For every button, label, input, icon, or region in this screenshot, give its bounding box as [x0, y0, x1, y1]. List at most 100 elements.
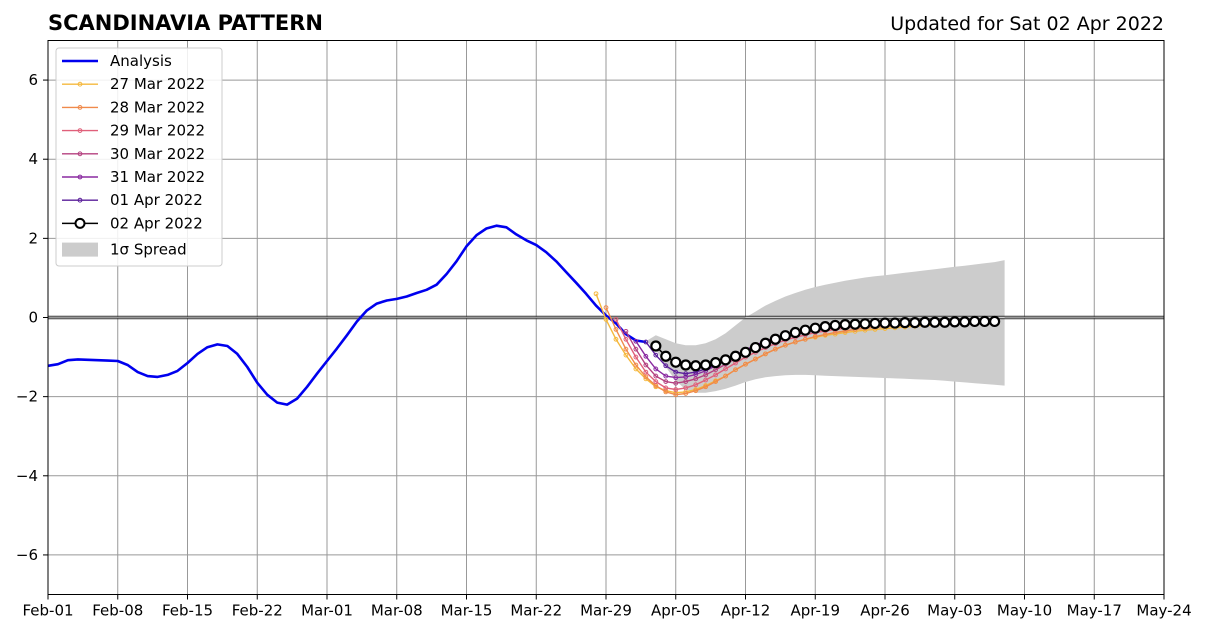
forecast-point [673, 380, 679, 386]
current-forecast-point [819, 321, 831, 333]
current-forecast-point [759, 337, 772, 349]
legend-marker-forecast [77, 105, 83, 110]
forecast-point [643, 374, 649, 380]
legend-label-current: 02 Apr 2022 [110, 214, 203, 232]
x-tick-label: Apr-05 [651, 602, 701, 620]
x-tick-label: Apr-19 [791, 602, 841, 620]
current-forecast-point [879, 317, 891, 329]
analysis-line [47, 224, 647, 406]
legend-marker-current [74, 217, 86, 229]
x-tick-label: May-24 [1136, 602, 1191, 620]
forecast-point [683, 379, 689, 385]
forecast-point [703, 384, 709, 390]
legend-box [55, 47, 223, 267]
forecast-point [653, 352, 659, 358]
forecast-point [643, 353, 649, 359]
current-forecast-point [949, 316, 961, 328]
legend-marker-forecast [77, 81, 83, 87]
forecast-point [643, 339, 649, 345]
y-tick-label: −6 [16, 546, 38, 564]
forecast-point [593, 291, 599, 297]
current-forecast-point [729, 350, 742, 362]
chart-title: SCANDINAVIA PATTERN [48, 11, 323, 35]
current-forecast-point [670, 356, 682, 368]
forecast-point [633, 346, 639, 352]
y-tick-label: −2 [16, 388, 38, 406]
current-forecast-point [710, 357, 722, 369]
forecast-point [703, 377, 709, 383]
forecast-point [753, 356, 758, 362]
forecast-point [743, 361, 748, 367]
current-forecast-point [919, 316, 931, 328]
forecast-point [633, 338, 639, 344]
current-forecast-point [939, 316, 951, 328]
current-forecast-point [909, 317, 921, 329]
forecast-point [663, 385, 669, 391]
y-tick-label: 2 [28, 229, 38, 247]
legend-label-forecast: 28 Mar 2022 [110, 98, 205, 116]
x-tick-label: May-03 [927, 602, 982, 620]
forecast-line [605, 307, 935, 396]
legend-marker-forecast [77, 174, 83, 180]
y-tick-label: 0 [28, 309, 38, 327]
current-forecast-point [749, 341, 762, 354]
forecast-point [792, 339, 798, 345]
chart-subtitle: Updated for Sat 02 Apr 2022 [890, 13, 1164, 35]
axis-layer: Feb-01 Feb-08 Feb-15 Feb-22 Mar-01 Mar-08 Mar-… [16, 71, 1192, 619]
forecast-point [633, 362, 639, 368]
legend-label-forecast: 01 Apr 2022 [110, 191, 203, 209]
legend-label-forecast: 27 Mar 2022 [110, 75, 205, 93]
forecast-point [663, 363, 669, 369]
forecast-point [763, 351, 768, 357]
current-forecast-point [929, 316, 941, 328]
forecast-point [693, 376, 699, 382]
forecast-point [683, 391, 689, 396]
x-tick-label: Mar-15 [441, 602, 493, 620]
current-forecast-point [859, 318, 871, 330]
current-forecast-point [779, 330, 791, 342]
forecast-point [772, 346, 778, 352]
series-layer [47, 224, 1001, 406]
y-tick-label: 6 [28, 71, 38, 89]
x-tick-label: Mar-22 [510, 602, 562, 620]
forecast-point [603, 317, 609, 322]
forecast-point [653, 379, 659, 385]
x-tick-label: May-10 [997, 602, 1052, 620]
x-tick-label: Apr-12 [721, 602, 771, 620]
forecast-point [693, 388, 699, 394]
current-forecast-point [889, 317, 901, 329]
current-forecast-point [660, 350, 672, 362]
x-tick-label: Mar-29 [580, 602, 632, 620]
legend-marker-forecast [77, 197, 83, 203]
forecast-point [733, 367, 738, 373]
current-forecast-point [979, 315, 991, 328]
legend-label-forecast: 30 Mar 2022 [110, 145, 205, 163]
current-forecast-point [680, 359, 692, 371]
forecast-point [713, 372, 719, 378]
current-forecast-point [700, 359, 712, 371]
legend-label-forecast: 29 Mar 2022 [110, 122, 205, 140]
forecast-point [623, 336, 629, 342]
current-forecast-point [849, 318, 861, 330]
current-forecast-point [989, 315, 1001, 328]
forecast-point [653, 373, 659, 379]
current-forecast-point [809, 322, 821, 334]
y-tick-label: −4 [16, 467, 38, 485]
current-forecast-point [650, 340, 662, 352]
current-forecast-point [799, 324, 811, 336]
x-tick-label: May-17 [1067, 602, 1122, 620]
forecast-point [603, 305, 609, 311]
x-tick-label: Feb-22 [232, 602, 283, 620]
forecast-point [663, 373, 669, 379]
forecast-point [673, 392, 679, 398]
forecast-point [643, 362, 649, 368]
x-tick-label: Mar-01 [301, 602, 353, 620]
current-forecast-point [769, 333, 781, 345]
current-forecast-point [869, 317, 881, 330]
x-tick-label: Apr-26 [860, 602, 910, 620]
forecast-point [713, 379, 719, 385]
forecast-point [643, 369, 649, 375]
current-forecast-point [690, 360, 702, 372]
current-forecast-point [789, 326, 801, 339]
